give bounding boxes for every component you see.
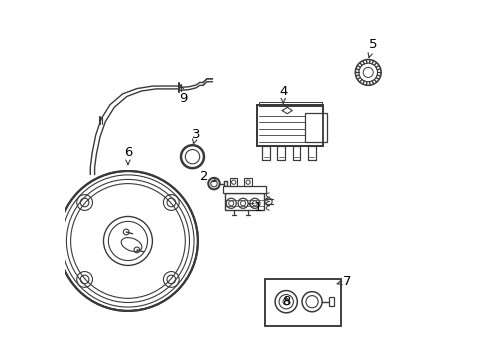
Text: 7: 7	[337, 275, 351, 288]
Bar	[230, 178, 237, 186]
Bar	[244, 178, 251, 186]
Text: 1: 1	[248, 201, 262, 214]
Bar	[224, 193, 264, 211]
Text: 2: 2	[200, 170, 216, 183]
Bar	[257, 105, 323, 146]
Text: 8: 8	[282, 295, 290, 308]
Text: 6: 6	[123, 145, 132, 165]
Text: 3: 3	[191, 128, 200, 144]
Bar	[307, 146, 315, 159]
Bar	[262, 146, 270, 159]
Bar	[264, 279, 340, 326]
Bar	[304, 113, 326, 142]
Circle shape	[58, 171, 198, 311]
Bar	[277, 146, 285, 159]
Bar	[277, 146, 285, 159]
Text: 5: 5	[367, 38, 376, 58]
Text: 4: 4	[279, 85, 287, 103]
Bar	[223, 186, 265, 193]
Bar	[307, 146, 315, 159]
Bar	[328, 297, 334, 306]
Bar	[292, 146, 300, 159]
Bar	[257, 105, 323, 146]
Bar	[262, 146, 270, 159]
Bar	[292, 146, 300, 159]
Bar	[264, 279, 340, 326]
Text: 9: 9	[179, 85, 187, 105]
Bar	[258, 102, 321, 107]
